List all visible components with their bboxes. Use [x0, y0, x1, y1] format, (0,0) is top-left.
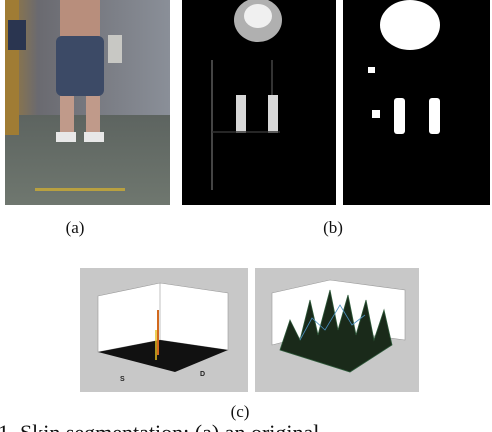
panel-label: (b) [323, 218, 343, 237]
surface-plot [255, 268, 419, 392]
surface-plot: S D [80, 268, 248, 392]
photo-original [5, 0, 170, 205]
axis-label: S [120, 376, 125, 383]
skin-probability-map [182, 0, 336, 205]
caption: 1. Skin segmentation: (a) an original [0, 420, 319, 432]
panel-label: (a) [66, 218, 85, 237]
figure: (a) (b) S D (c) 1. Skin segmentation: (a… [0, 0, 492, 432]
axis-label: D [200, 371, 205, 378]
panel-label: (c) [231, 402, 250, 421]
skin-binary-mask [343, 0, 490, 205]
